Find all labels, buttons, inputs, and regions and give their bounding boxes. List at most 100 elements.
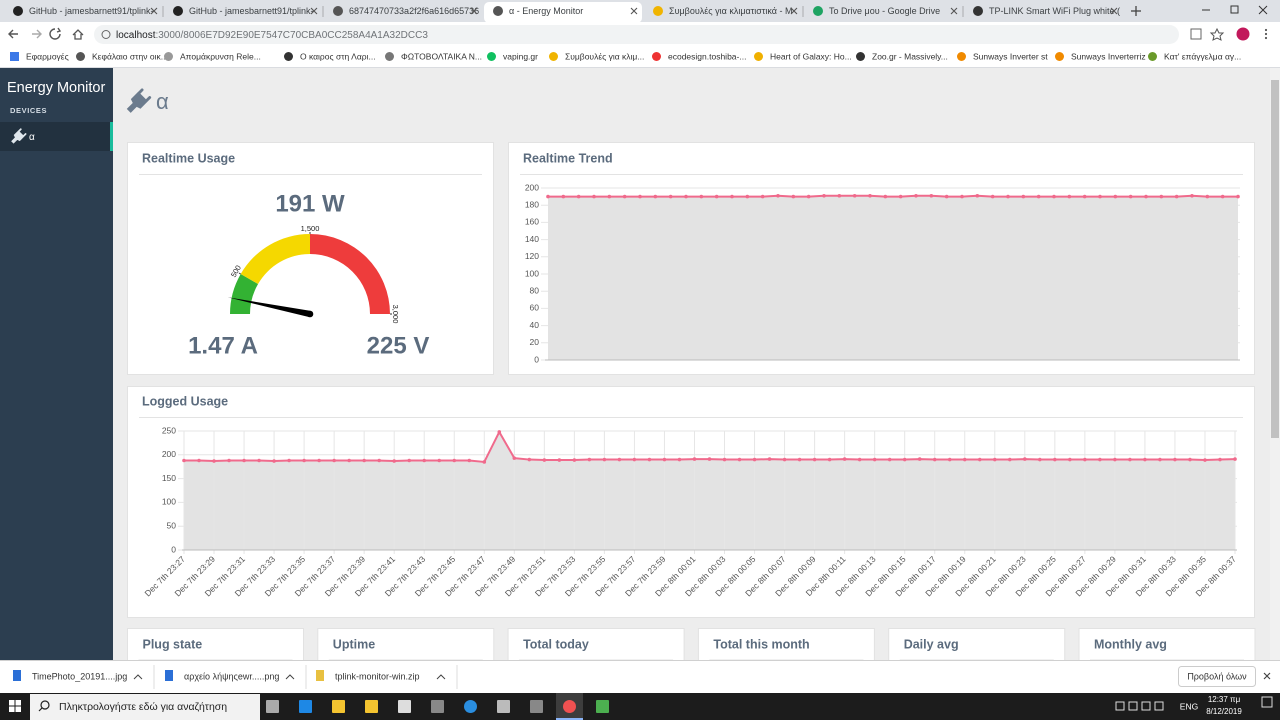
menu-dot[interactable] [1264, 32, 1268, 36]
bookmark[interactable]: ecodesign.toshiba-... [668, 51, 746, 61]
bookmark[interactable]: Zoo.gr - Massively... [872, 51, 948, 61]
bookmark[interactable]: ΦΩΤΟΒΟΛΤΑΙΚΑ Ν... [401, 51, 482, 61]
tab-title[interactable]: 68747470733a2f2f6a616d65736 [349, 6, 479, 16]
window-controls[interactable] [1202, 5, 1268, 15]
device-name[interactable]: α [29, 132, 35, 143]
bookmark[interactable]: Ο καιρος στη Λαρι... [300, 51, 376, 61]
data-point [467, 458, 472, 463]
menu-dot[interactable] [1264, 36, 1268, 40]
show-all-label[interactable]: Προβολή όλων [1187, 671, 1247, 681]
download-menu[interactable] [436, 674, 446, 680]
clock-time[interactable]: 12:37 πμ [1208, 695, 1241, 704]
new-tab-button[interactable] [1131, 6, 1141, 16]
tab-title[interactable]: TP-LINK Smart WiFi Plug white ( [989, 6, 1120, 16]
bookmark-star[interactable] [1209, 27, 1225, 41]
y-tick-label: 100 [525, 268, 539, 278]
tab-title[interactable]: α - Energy Monitor [509, 6, 583, 16]
win-pane [9, 706, 15, 712]
bookmark[interactable]: Sunways Inverterriz [1071, 51, 1146, 61]
taskbar-app[interactable] [530, 700, 543, 713]
tab-close[interactable] [950, 7, 958, 15]
taskbar-app[interactable] [332, 700, 345, 713]
taskbar-app[interactable] [563, 700, 576, 713]
tab-title[interactable]: GitHub - jamesbarnett91/tplink- [189, 6, 314, 16]
data-point [684, 194, 688, 199]
bookmark[interactable]: Συμβουλές για κλιμ... [565, 51, 644, 61]
taskbar-app[interactable] [398, 700, 411, 713]
brand[interactable]: Energy Monitor [7, 80, 105, 96]
data-point [745, 194, 750, 199]
search-placeholder[interactable]: Πληκτρολογήστε εδώ για αναζήτηση [59, 701, 227, 713]
tabs: GitHub - jamesbarnett91/tplink- GitHub - … [13, 2, 1120, 23]
download-menu[interactable] [285, 674, 295, 680]
tray-icon[interactable] [1128, 701, 1138, 711]
maximize[interactable] [1230, 5, 1239, 14]
language[interactable]: ENG [1180, 701, 1198, 711]
menu-dot[interactable] [1264, 28, 1268, 32]
start-button[interactable] [9, 700, 21, 712]
data-point [482, 460, 487, 464]
tray-icon[interactable] [1154, 701, 1164, 711]
data-point [677, 457, 682, 462]
tab-close[interactable] [1110, 7, 1118, 15]
data-point [227, 458, 231, 463]
search-icon-handle [38, 707, 43, 712]
tab-close[interactable] [150, 7, 158, 15]
taskbar-app[interactable] [365, 700, 378, 713]
bookmark-icon [1055, 52, 1064, 61]
back-button[interactable] [8, 29, 18, 39]
bookmark[interactable]: Heart of Galaxy: Ho... [770, 51, 852, 61]
bookmark[interactable]: vaping.gr [503, 51, 538, 61]
taskbar-app[interactable] [266, 700, 279, 713]
bookmark[interactable]: Κατ' επάγγελμα αγ... [1164, 51, 1241, 61]
url: localhost:3000/8006E7D92E90E7547C70CBA0C… [116, 30, 428, 41]
address-bar[interactable] [94, 25, 1179, 44]
data-point [1128, 457, 1132, 462]
download-name[interactable]: tplink-monitor-win.zip [335, 671, 420, 681]
home-button[interactable] [72, 29, 84, 40]
download-name[interactable]: TimePhoto_20191....jpg [32, 671, 127, 681]
search-box[interactable] [30, 694, 260, 720]
gauge-tick [238, 272, 241, 275]
translate-icon[interactable] [1190, 28, 1202, 40]
profile-avatar[interactable] [1236, 27, 1250, 41]
data-point [990, 194, 995, 199]
tab-close[interactable] [470, 7, 478, 15]
reload-button[interactable] [49, 27, 62, 40]
tab-title[interactable]: To Drive μου - Google Drive [829, 6, 940, 16]
taskbar-app[interactable] [431, 700, 444, 713]
scrollbar-thumb[interactable] [1271, 80, 1279, 438]
data-point [1143, 457, 1147, 462]
bookmark[interactable]: Κεφάλαιο στην οικ... [92, 51, 168, 61]
taskbar-app[interactable] [497, 700, 510, 713]
bookmark[interactable]: Sunways Inverter st [973, 51, 1048, 61]
download-name[interactable]: αρχείο λήψηςewr.....png [184, 671, 279, 681]
tray-icon[interactable] [1115, 701, 1125, 711]
taskbar-app[interactable] [299, 700, 312, 713]
close-downloads[interactable] [1263, 672, 1271, 680]
show-all-button[interactable] [1178, 666, 1256, 687]
notifications[interactable] [1261, 696, 1273, 708]
tab-title[interactable]: GitHub - jamesbarnett91/tplink- [29, 6, 154, 16]
download-menu[interactable] [133, 674, 143, 680]
tab-close[interactable] [310, 7, 318, 15]
tab-close[interactable] [790, 7, 798, 15]
tab-title[interactable]: Συμβουλές για κλιματιστικά - M [669, 6, 792, 16]
forward-button[interactable] [32, 29, 42, 39]
close-window[interactable] [1258, 5, 1268, 15]
tray-icon[interactable] [1141, 701, 1151, 711]
gauge-tick-label: 3,000 [391, 305, 400, 324]
tab-favicon [973, 6, 983, 16]
taskbar-app[interactable] [464, 700, 477, 713]
data-point [797, 457, 802, 462]
bookmark[interactable]: Απομάκρυνση Rele... [180, 51, 261, 61]
taskbar-app[interactable] [596, 700, 609, 713]
tab-close[interactable] [630, 7, 638, 15]
data-point [1006, 194, 1010, 199]
clock-date[interactable]: 8/12/2019 [1206, 707, 1242, 716]
bookmark-icon [652, 52, 661, 61]
bookmark-icon [856, 52, 865, 61]
plug-shape [126, 88, 152, 113]
bookmark[interactable]: Εφαρμογές [26, 51, 69, 61]
